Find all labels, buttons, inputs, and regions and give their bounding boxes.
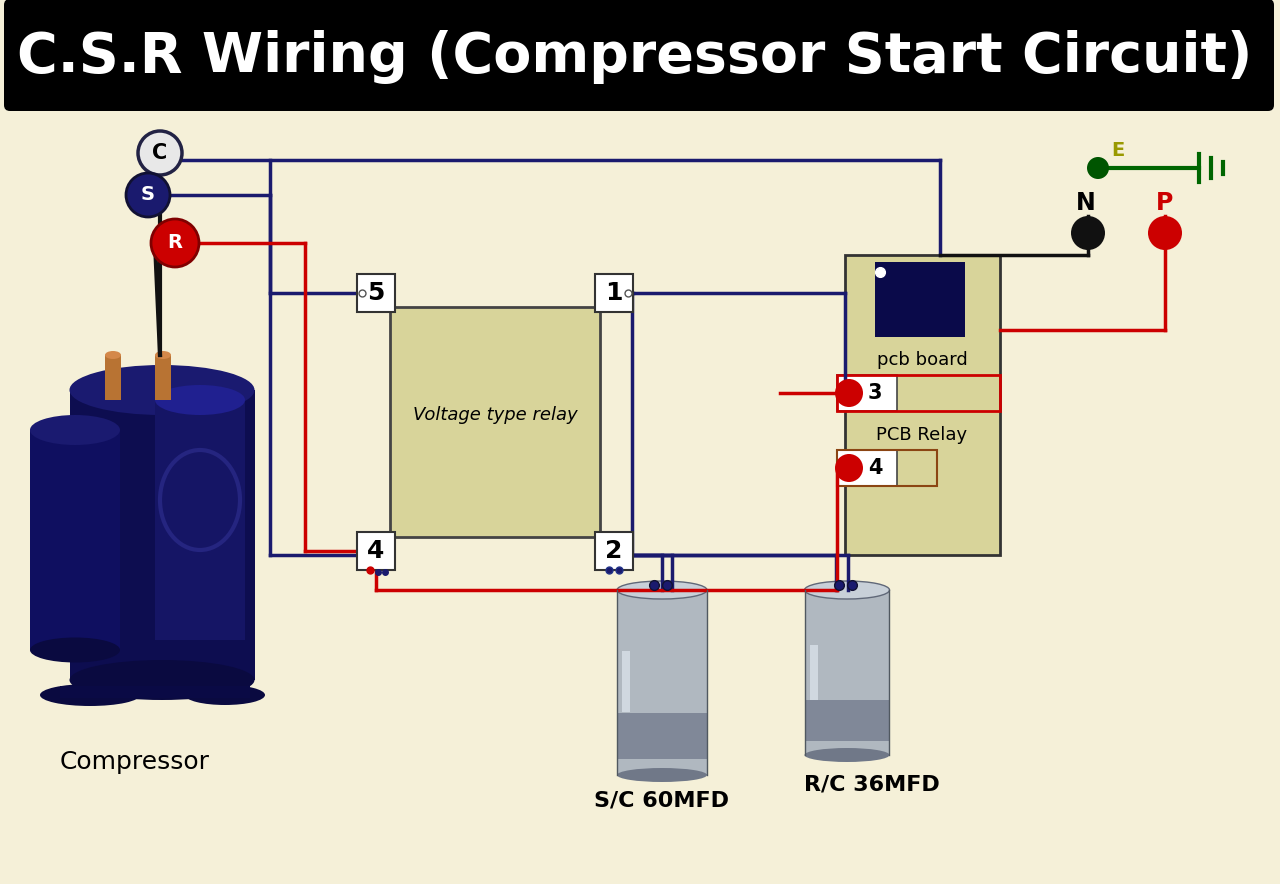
Bar [617, 713, 707, 759]
Text: 5: 5 [367, 281, 385, 305]
Bar [805, 700, 890, 741]
Text: R: R [168, 233, 183, 253]
Ellipse shape [186, 685, 265, 705]
Bar [837, 450, 897, 486]
Ellipse shape [155, 351, 172, 359]
Text: C: C [152, 143, 168, 163]
FancyBboxPatch shape [4, 0, 1274, 111]
Ellipse shape [105, 351, 122, 359]
Ellipse shape [69, 365, 255, 415]
Bar [390, 307, 600, 537]
Text: 3: 3 [868, 383, 882, 403]
Bar [29, 430, 120, 650]
Circle shape [835, 454, 863, 482]
Text: E: E [1111, 141, 1125, 159]
Text: S: S [141, 186, 155, 204]
Text: C.S.R Wiring (Compressor Start Circuit): C.S.R Wiring (Compressor Start Circuit) [18, 30, 1253, 84]
Ellipse shape [29, 415, 120, 445]
Text: pcb board: pcb board [877, 351, 968, 369]
Bar [105, 355, 122, 400]
Bar [876, 262, 965, 337]
Bar [617, 590, 707, 775]
Bar [837, 375, 897, 411]
Text: S/C 60MFD: S/C 60MFD [594, 790, 730, 810]
Bar [155, 355, 172, 400]
Text: Compressor: Compressor [60, 750, 210, 774]
Bar [595, 274, 634, 312]
Text: Voltage type relay: Voltage type relay [412, 406, 577, 424]
Text: 1: 1 [605, 281, 623, 305]
Ellipse shape [155, 385, 244, 415]
Circle shape [125, 173, 170, 217]
Bar [805, 590, 890, 755]
Ellipse shape [29, 637, 120, 662]
Bar [357, 532, 396, 570]
Bar [622, 651, 630, 712]
Bar [70, 390, 255, 680]
Text: R/C 36MFD: R/C 36MFD [804, 775, 940, 795]
Text: N: N [1076, 191, 1096, 215]
Bar [845, 255, 1000, 555]
Circle shape [835, 379, 863, 407]
Text: 4: 4 [868, 458, 882, 478]
Circle shape [1148, 216, 1181, 250]
Ellipse shape [617, 581, 707, 599]
Text: PCB Relay: PCB Relay [877, 426, 968, 444]
Text: P: P [1156, 191, 1174, 215]
Bar [837, 375, 1000, 411]
Ellipse shape [40, 684, 140, 706]
Bar [357, 274, 396, 312]
Bar [60, 686, 250, 698]
Bar [595, 532, 634, 570]
Ellipse shape [617, 768, 707, 782]
Text: 2: 2 [605, 539, 622, 563]
Bar [837, 450, 937, 486]
Ellipse shape [805, 748, 890, 762]
Circle shape [151, 219, 198, 267]
Bar [810, 645, 818, 700]
Circle shape [1087, 157, 1108, 179]
Bar [0, 108, 1280, 884]
Ellipse shape [805, 581, 890, 599]
Circle shape [1071, 216, 1105, 250]
Bar [155, 400, 244, 640]
Circle shape [138, 131, 182, 175]
Text: 4: 4 [367, 539, 385, 563]
Ellipse shape [69, 660, 255, 700]
